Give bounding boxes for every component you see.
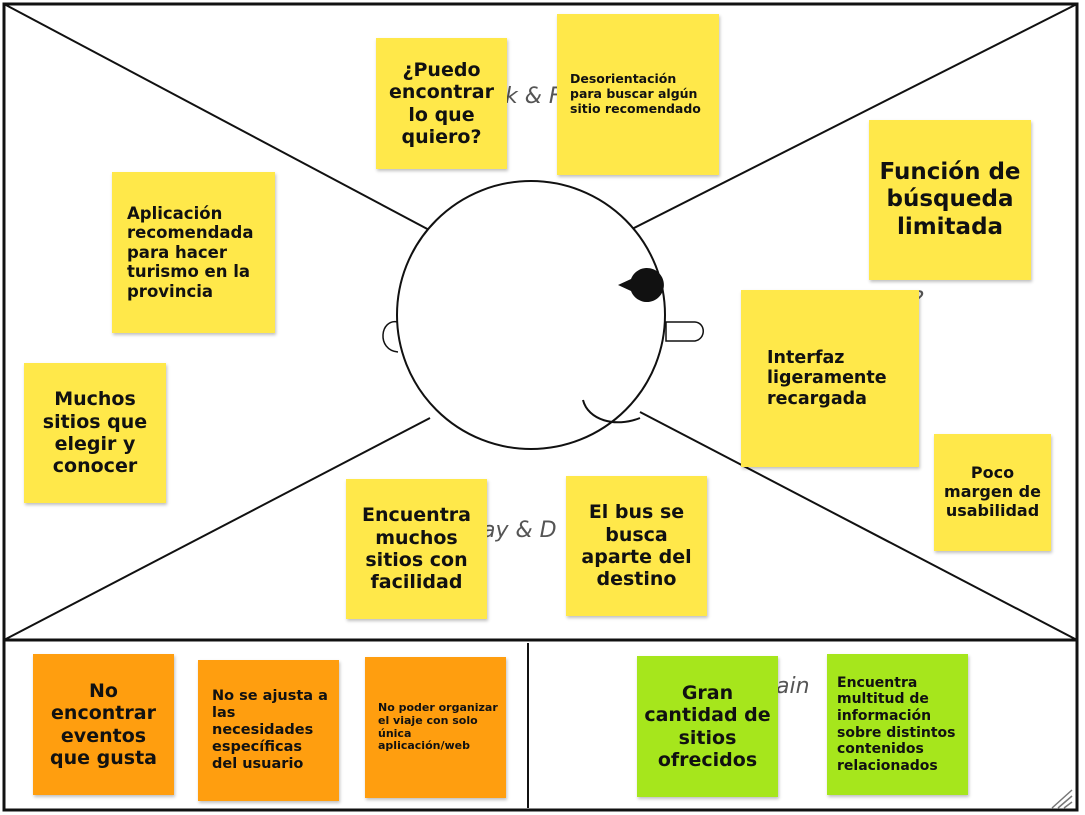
sticky-note[interactable]: No poder organizar el viaje con solo úni… [365,657,506,798]
sticky-note[interactable]: Poco margen de usabilidad [934,434,1051,551]
sticky-note[interactable]: No se ajusta a las necesidades específic… [198,660,339,801]
gain-label: ain [776,674,810,699]
resize-handle-icon [1051,789,1073,809]
sticky-note[interactable]: Encuentra muchos sitios con facilidad [346,479,487,619]
sticky-note[interactable]: Gran cantidad de sitios ofrecidos [637,656,778,797]
think-feel-label: k & F [505,84,562,109]
sticky-note[interactable]: No encontrar eventos que gusta [33,654,174,795]
sticky-note[interactable]: Desorientación para buscar algún sitio r… [557,14,719,175]
sticky-note[interactable]: Aplicación recomendada para hacer turism… [112,172,275,333]
sticky-note[interactable]: Encuentra multitud de información sobre … [827,654,968,795]
sticky-note[interactable]: ¿Puedo encontrar lo que quiero? [376,38,507,169]
face-icon [382,180,704,450]
say-do-label: ay & D [482,518,557,543]
sticky-note[interactable]: El bus se busca aparte del destino [566,476,707,616]
sticky-note[interactable]: Función de búsqueda limitada [869,120,1031,280]
sticky-note[interactable]: Interfaz ligeramente recargada [741,290,919,467]
sticky-note[interactable]: Muchos sitios que elegir y conocer [24,363,166,503]
